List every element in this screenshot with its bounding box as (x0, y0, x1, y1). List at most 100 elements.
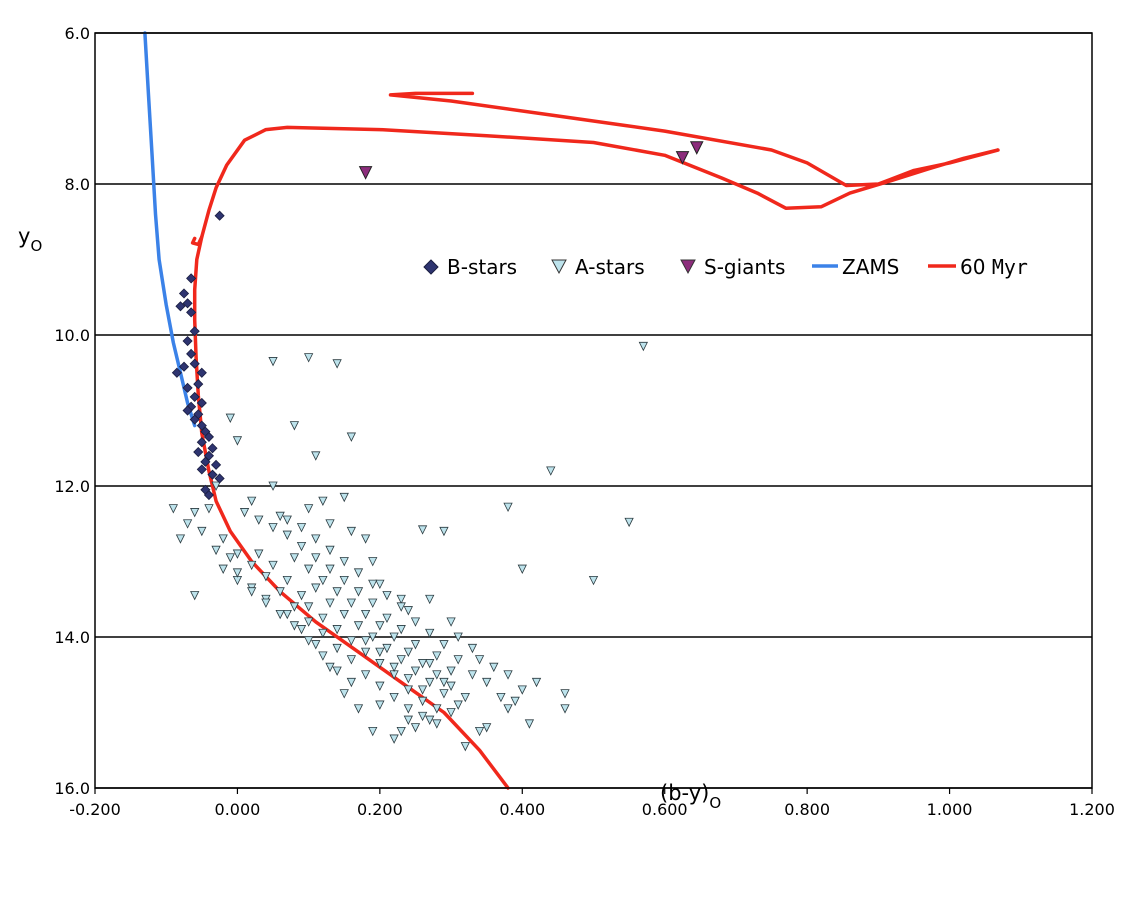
point-a-stars (410, 640, 421, 650)
point-a-stars (204, 504, 214, 514)
point-a-stars (353, 568, 364, 578)
point-a-stars (318, 651, 328, 661)
point-a-stars (225, 413, 235, 423)
y-tick-label: 12.0 (54, 477, 90, 496)
point-a-stars (425, 628, 435, 639)
point-a-stars (432, 704, 442, 714)
legend-item-s-giants: S-giants (680, 255, 785, 279)
legend-label-b-stars: B-stars (447, 255, 517, 279)
point-a-stars (417, 659, 428, 669)
point-a-stars (311, 640, 321, 650)
point-a-stars (467, 643, 478, 654)
plot-frame (94, 32, 1093, 789)
point-a-stars (396, 602, 406, 612)
point-a-stars (268, 523, 278, 533)
x-axis-label-sub: O (709, 794, 721, 812)
legend-marker-a-stars (551, 259, 567, 275)
point-a-stars (496, 693, 506, 703)
legend: B-stars A-stars S-giants ZAMS 60 Myr (423, 255, 1028, 279)
point-a-stars (389, 734, 399, 744)
point-a-stars (510, 696, 520, 707)
point-a-stars (375, 579, 385, 590)
point-a-stars (232, 436, 243, 446)
x-tick-label: 1.200 (1069, 800, 1115, 819)
point-a-stars (190, 591, 200, 601)
point-a-stars (332, 625, 342, 635)
legend-item-b-stars: B-stars (423, 255, 517, 279)
point-b-stars (171, 367, 182, 378)
point-a-stars (289, 421, 300, 431)
legend-label-60-myr-unit: Myr (992, 255, 1028, 279)
y-axis-ticks: 6.0 8.0 10.0 12.0 14.0 16.0 (54, 24, 90, 798)
point-a-stars (446, 708, 456, 718)
point-a-stars (353, 704, 364, 714)
point-a-stars (531, 677, 542, 688)
point-a-stars (332, 359, 342, 369)
y-tick-label: 6.0 (65, 24, 90, 43)
point-a-stars (389, 632, 399, 642)
point-a-stars (439, 640, 449, 650)
point-a-stars (282, 609, 292, 620)
point-a-stars (296, 542, 307, 552)
x-axis-label: (b-y)O (660, 781, 721, 812)
point-a-stars (446, 681, 456, 691)
point-a-stars (360, 609, 371, 620)
point-a-stars (439, 689, 449, 699)
point-a-stars (546, 466, 556, 476)
x-tick-label: 0.400 (499, 800, 545, 819)
point-a-stars (396, 655, 406, 665)
point-b-stars (196, 464, 207, 475)
data-points (168, 141, 704, 752)
point-a-stars (346, 677, 357, 688)
point-a-stars (289, 602, 300, 612)
point-b-stars (189, 414, 200, 425)
point-a-stars (482, 677, 492, 688)
point-a-stars (360, 534, 371, 544)
point-a-stars (460, 742, 470, 752)
point-a-stars (446, 666, 456, 676)
x-tick-label: 0.800 (784, 800, 830, 819)
x-tick-label: 0.200 (357, 800, 403, 819)
point-a-stars (368, 579, 378, 590)
point-b-stars (182, 298, 193, 309)
point-a-stars (296, 523, 307, 533)
point-a-stars (303, 617, 314, 627)
point-a-stars (410, 617, 421, 627)
point-a-stars (268, 481, 278, 491)
point-a-stars (296, 625, 307, 635)
point-a-stars (368, 632, 378, 642)
x-axis-label-main: (b-y) (660, 781, 709, 805)
point-a-stars (417, 525, 428, 535)
point-a-stars (325, 564, 335, 574)
point-a-stars (325, 545, 335, 556)
point-b-stars (203, 489, 215, 501)
point-a-stars (375, 647, 385, 657)
point-s-giants (675, 151, 690, 165)
point-a-stars (368, 598, 378, 608)
point-b-stars (214, 473, 225, 484)
point-b-stars (196, 397, 207, 409)
point-a-stars (254, 515, 264, 525)
point-a-stars (218, 534, 228, 544)
point-a-stars (182, 519, 193, 529)
point-a-stars (261, 598, 271, 608)
point-b-stars (203, 431, 215, 442)
point-a-stars (318, 575, 328, 586)
point-a-stars (332, 643, 342, 654)
point-b-stars (193, 446, 204, 458)
point-a-stars (382, 613, 392, 624)
point-a-stars (467, 670, 478, 680)
legend-label-s-giants: S-giants (704, 255, 785, 279)
point-a-stars (375, 621, 385, 631)
point-a-stars (247, 587, 257, 597)
series-lines (143, 31, 1000, 790)
point-a-stars (368, 557, 378, 567)
point-a-stars (261, 572, 271, 582)
point-a-stars (560, 689, 570, 699)
point-b-stars (196, 437, 207, 448)
x-tick-label: -0.200 (69, 800, 121, 819)
point-a-stars (432, 719, 442, 729)
legend-marker-b-stars (423, 259, 439, 275)
point-a-stars (346, 655, 357, 665)
x-axis-ticks: -0.200 0.000 0.200 0.400 0.600 0.800 1.000 1.20… (69, 788, 1115, 819)
